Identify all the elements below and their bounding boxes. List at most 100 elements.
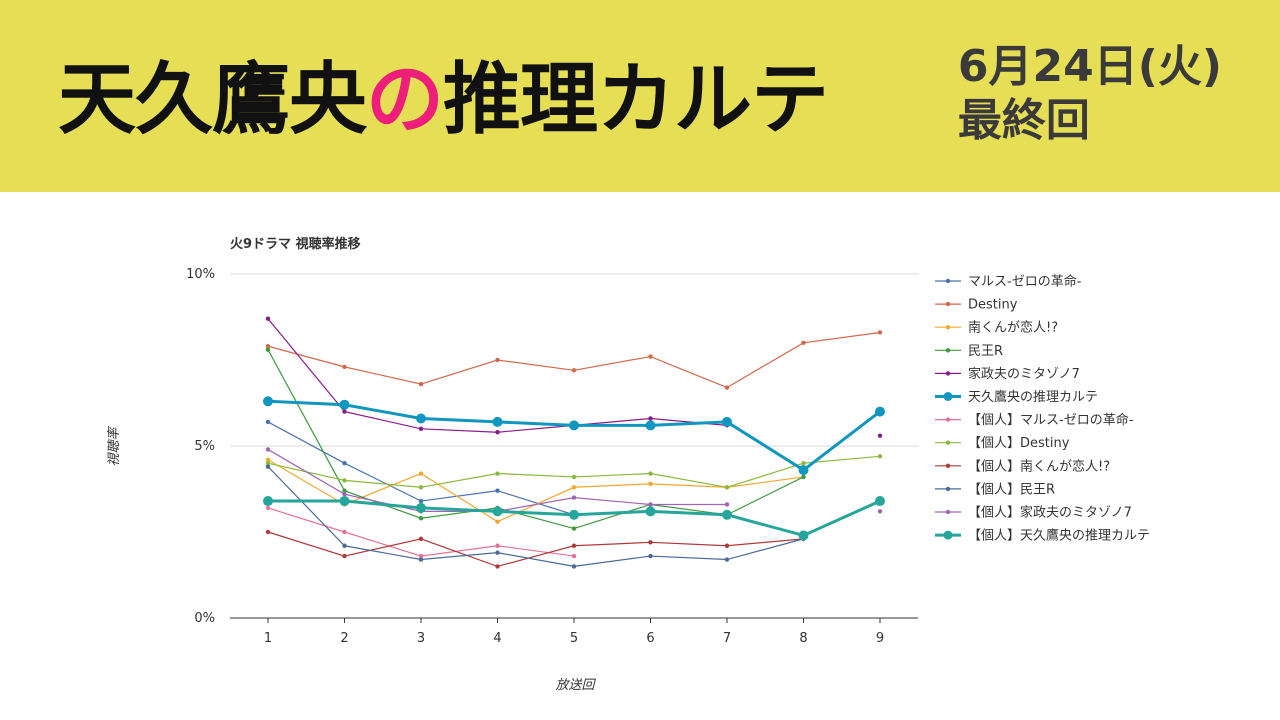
data-point bbox=[265, 457, 271, 462]
legend-item: 民王R bbox=[935, 344, 1003, 359]
x-tick-label: 4 bbox=[493, 631, 501, 646]
data-point bbox=[342, 491, 347, 497]
show-title-part2: 推理カルテ bbox=[443, 55, 829, 145]
legend-label: 【個人】Destiny bbox=[968, 436, 1070, 451]
data-point bbox=[569, 509, 579, 520]
legend-swatch-dot bbox=[945, 371, 951, 376]
data-point bbox=[648, 540, 653, 545]
legend-item: Destiny bbox=[935, 298, 1018, 313]
legend-item: 【個人】マルス-ゼロの革命- bbox=[935, 412, 1134, 428]
data-point bbox=[724, 485, 730, 490]
show-title: 天久鷹央の推理カルテ bbox=[58, 52, 829, 148]
legend-label: 南くんが恋人!? bbox=[968, 320, 1058, 336]
legend-item: マルス-ゼロの革命- bbox=[935, 274, 1082, 290]
legend-label: 家政夫のミタゾノ7 bbox=[968, 366, 1080, 382]
data-point bbox=[492, 416, 503, 427]
legend-item: 家政夫のミタゾノ7 bbox=[935, 366, 1080, 382]
series-line bbox=[267, 507, 575, 557]
legend-label: マルス-ゼロの革命- bbox=[968, 274, 1082, 290]
data-point bbox=[724, 543, 730, 548]
data-point bbox=[571, 474, 577, 480]
x-tick-label: 8 bbox=[799, 631, 807, 646]
data-point bbox=[648, 553, 653, 559]
legend-swatch-dot bbox=[945, 440, 951, 445]
data-point bbox=[342, 543, 347, 548]
legend-swatch-dot bbox=[945, 325, 951, 330]
data-point bbox=[495, 357, 500, 363]
legend-label: 【個人】民王R bbox=[968, 482, 1055, 497]
data-point bbox=[342, 529, 347, 535]
data-point bbox=[495, 488, 500, 493]
data-point bbox=[416, 413, 426, 424]
series-11 bbox=[263, 496, 885, 541]
data-point bbox=[648, 481, 653, 487]
data-point bbox=[342, 364, 347, 370]
x-tick-label: 1 bbox=[264, 631, 272, 646]
data-point bbox=[877, 454, 883, 459]
series-6 bbox=[265, 505, 577, 559]
legend-label: Destiny bbox=[968, 298, 1018, 313]
data-point bbox=[265, 419, 271, 425]
data-point bbox=[798, 530, 809, 541]
legend-label: 民王R bbox=[968, 344, 1003, 359]
data-point bbox=[265, 505, 271, 511]
data-point bbox=[724, 385, 730, 390]
series-line bbox=[267, 331, 881, 389]
broadcast-info: 6月24日(火) 最終回 bbox=[958, 40, 1222, 148]
data-point bbox=[724, 557, 730, 562]
series-5 bbox=[263, 396, 885, 476]
data-point bbox=[265, 347, 271, 352]
data-point bbox=[263, 496, 273, 507]
data-point bbox=[877, 330, 883, 335]
data-point bbox=[645, 506, 656, 517]
data-point bbox=[571, 526, 577, 531]
data-point bbox=[418, 516, 424, 521]
legend-item: 【個人】家政夫のミタゾノ7 bbox=[935, 505, 1132, 521]
data-point bbox=[877, 433, 883, 438]
y-tick-label: 10% bbox=[186, 267, 215, 282]
data-point bbox=[418, 471, 424, 476]
data-point bbox=[648, 471, 653, 476]
data-point bbox=[648, 354, 653, 359]
data-point bbox=[571, 368, 577, 373]
data-point bbox=[492, 506, 503, 517]
legend-item: 【個人】Destiny bbox=[935, 436, 1070, 451]
chart-series bbox=[263, 316, 885, 569]
y-tick-label: 5% bbox=[194, 439, 215, 454]
legend-label: 【個人】南くんが恋人!? bbox=[968, 458, 1110, 474]
data-point bbox=[418, 485, 424, 490]
series-8 bbox=[265, 529, 806, 569]
data-point bbox=[495, 564, 500, 569]
legend-swatch-dot bbox=[945, 417, 951, 422]
data-point bbox=[571, 553, 577, 559]
legend-swatch-dot bbox=[945, 301, 951, 307]
x-tick-label: 3 bbox=[417, 631, 425, 646]
data-point bbox=[342, 461, 347, 466]
data-point bbox=[495, 471, 500, 476]
x-tick-label: 9 bbox=[876, 631, 884, 646]
y-tick-label: 0% bbox=[194, 611, 215, 626]
x-axis-ticks: 1 2 3 4 5 6 7 8 9 bbox=[264, 618, 884, 646]
broadcast-date: 6月24日(火) bbox=[957, 41, 1222, 92]
data-point bbox=[495, 519, 500, 524]
data-point bbox=[875, 406, 885, 417]
data-point bbox=[342, 478, 347, 483]
legend-swatch-dot bbox=[943, 392, 953, 401]
data-point bbox=[495, 543, 500, 548]
legend-swatch-dot bbox=[945, 348, 951, 353]
data-point bbox=[418, 536, 424, 542]
y-axis-label: 視聴率 bbox=[106, 426, 122, 467]
legend-item: 南くんが恋人!? bbox=[935, 320, 1058, 336]
series-7 bbox=[265, 454, 883, 490]
data-point bbox=[648, 416, 653, 421]
series-line bbox=[267, 531, 804, 568]
legend-label: 【個人】天久鷹央の推理カルテ bbox=[968, 529, 1150, 544]
x-tick-label: 7 bbox=[723, 631, 731, 646]
x-axis-label: 放送回 bbox=[555, 678, 596, 693]
data-point bbox=[263, 396, 273, 407]
show-title-particle: の bbox=[366, 55, 444, 145]
data-point bbox=[495, 430, 500, 435]
data-point bbox=[571, 485, 577, 490]
data-point bbox=[265, 344, 271, 349]
legend-swatch-dot bbox=[945, 509, 951, 515]
